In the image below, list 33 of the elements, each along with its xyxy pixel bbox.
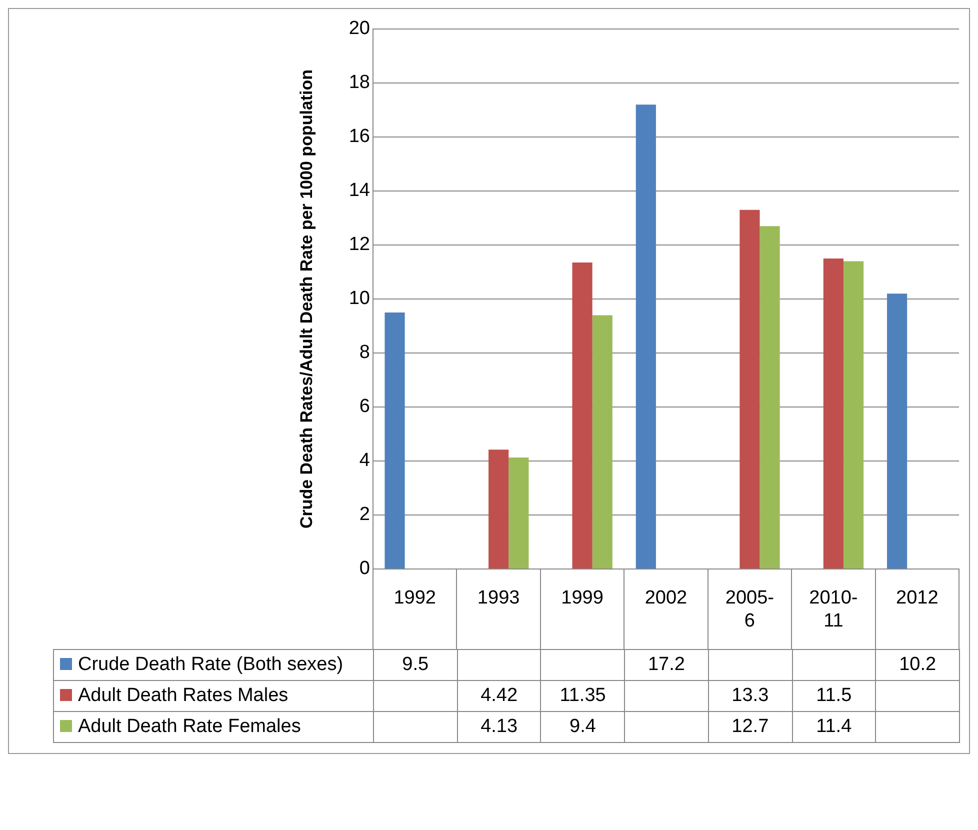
y-tick-label: 14: [348, 180, 370, 202]
data-label: 17.2: [624, 650, 708, 680]
legend-label: Crude Death Rate (Both sexes): [78, 654, 344, 675]
data-label: 11.35: [540, 680, 625, 712]
y-tick-label: 12: [348, 234, 370, 256]
y-tick-label: 2: [359, 504, 370, 526]
y-tick-label: 8: [359, 342, 370, 364]
x-tick-label: 2002: [644, 588, 688, 609]
x-tick-label: 1993: [477, 588, 520, 609]
y-axis-title: Crude Death Rates/Adult Death Rate per 1000 population: [296, 69, 316, 529]
data-label: 4.42: [457, 680, 541, 712]
y-tick-label: 18: [348, 72, 370, 94]
data-label: 10.2: [876, 650, 960, 680]
y-tick-label: 4: [359, 450, 370, 472]
x-tick-label: 2012: [896, 588, 938, 609]
data-label: 11.5: [792, 680, 876, 712]
x-tick-label: 1992: [394, 588, 436, 609]
x-tick-label: 2005-6: [725, 588, 774, 632]
y-tick-label: 10: [348, 288, 370, 310]
data-label: 4.13: [457, 712, 541, 742]
data-label: 11.4: [792, 712, 876, 742]
y-tick-label: 6: [359, 396, 370, 418]
legend-label: Adult Death Rates Males: [78, 685, 288, 706]
data-label: 13.3: [708, 680, 792, 712]
data-label: 12.7: [708, 712, 792, 742]
x-tick-label: 1999: [561, 588, 604, 609]
y-tick-label: 0: [359, 558, 370, 580]
x-tick-label: 2010-11: [809, 588, 858, 632]
y-tick-label: 16: [348, 126, 370, 148]
data-label: 9.5: [374, 650, 458, 680]
legend-label: Adult Death Rate Females: [78, 716, 301, 737]
data-label: 9.4: [540, 712, 625, 742]
y-tick-label: 20: [348, 18, 370, 40]
